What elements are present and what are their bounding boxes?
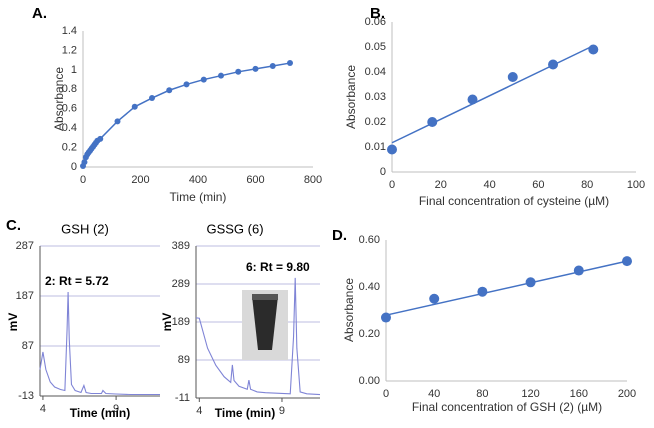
x-tick-label: 100 (627, 179, 645, 191)
x-axis-label: Time (min) (170, 190, 227, 204)
data-point (381, 312, 391, 323)
y-tick-label: 0.04 (365, 66, 386, 78)
y-tick-label: 287 (16, 240, 34, 252)
x-tick-label: 9 (279, 405, 285, 417)
x-tick-label: 4 (40, 403, 46, 415)
data-line (82, 62, 291, 167)
x-tick-label: 80 (476, 388, 488, 400)
y-tick-label: 0.05 (365, 41, 386, 53)
data-point (507, 72, 518, 82)
x-tick-label: 40 (428, 388, 440, 400)
x-axis-label: Time (min) (70, 406, 130, 420)
x-axis-label: Final concentration of cysteine (µM) (419, 194, 609, 208)
y-tick-label: 0.20 (359, 328, 380, 340)
data-point (525, 277, 536, 288)
x-tick-label: 40 (483, 179, 495, 191)
trace (195, 277, 321, 396)
data-point (467, 94, 478, 105)
y-axis-label: Absorbance (52, 67, 66, 131)
x-axis-label: Final concentration of GSH (2) (µM) (412, 400, 602, 414)
annotation: 2: Rt = 5.72 (45, 274, 109, 288)
y-axis-label: Absorbance (344, 65, 358, 129)
y-tick-label: 0.8 (62, 83, 77, 95)
data-point (622, 256, 632, 267)
chart-title: GSH (2) (61, 221, 109, 236)
data-point (218, 72, 224, 79)
data-point (287, 60, 293, 67)
data-point (548, 59, 559, 70)
y-tick-label: 0.40 (359, 281, 380, 293)
y-tick-label: 0.60 (359, 234, 380, 246)
panel-label: D. (332, 227, 347, 244)
data-point (427, 117, 438, 127)
data-point (573, 265, 584, 276)
x-tick-label: 60 (532, 179, 544, 191)
x-tick-label: 160 (570, 388, 588, 400)
y-tick-label: 0.01 (365, 141, 386, 153)
trendline (391, 45, 594, 144)
chart-title: GSSG (6) (206, 221, 263, 236)
y-tick-label: 87 (22, 340, 34, 352)
y-tick-label: 0.02 (365, 116, 386, 128)
panel-label: A. (32, 5, 47, 22)
x-tick-label: 4 (196, 405, 202, 417)
panel-label: B. (370, 5, 385, 22)
y-axis-label: Absorbance (342, 278, 356, 342)
data-point (429, 293, 440, 304)
x-tick-label: 0 (383, 388, 389, 400)
y-tick-label: 1 (71, 64, 77, 76)
y-tick-label: 0 (380, 166, 386, 178)
annotation: 6: Rt = 9.80 (246, 260, 310, 274)
data-point (200, 76, 207, 83)
x-tick-label: 120 (521, 388, 539, 400)
x-axis-label: Time (min) (215, 406, 275, 420)
y-tick-label: -13 (18, 390, 34, 402)
vial-photo (242, 290, 288, 360)
y-tick-label: 0.03 (365, 91, 386, 103)
data-point (97, 135, 104, 142)
data-point (114, 118, 121, 125)
data-point (183, 81, 190, 88)
y-tick-label: 0.06 (365, 16, 386, 28)
x-tick-label: 80 (581, 179, 593, 191)
y-tick-label: 389 (172, 240, 190, 252)
data-point (252, 65, 259, 72)
panel-label: C. (6, 217, 21, 234)
data-point (149, 95, 155, 102)
y-tick-label: 1.2 (62, 44, 77, 56)
y-tick-label: -11 (175, 392, 190, 404)
y-tick-label: 0.6 (62, 103, 77, 115)
trendline (385, 260, 628, 316)
x-tick-label: 0 (80, 174, 86, 186)
data-point (166, 87, 173, 94)
y-tick-label: 189 (172, 316, 190, 328)
x-tick-label: 200 (618, 388, 636, 400)
data-point (131, 103, 138, 110)
data-point (269, 62, 276, 69)
x-tick-label: 400 (189, 174, 207, 186)
data-point (477, 286, 488, 297)
x-tick-label: 20 (435, 179, 447, 191)
y-tick-label: 0.2 (62, 141, 77, 153)
y-tick-label: 0.00 (359, 375, 380, 387)
x-tick-label: 800 (304, 174, 322, 186)
y-tick-label: 289 (172, 278, 190, 290)
y-axis-label: mV (160, 313, 174, 332)
data-point (387, 144, 397, 155)
y-tick-label: 89 (178, 354, 190, 366)
data-point (588, 44, 599, 55)
y-tick-label: 0.4 (62, 122, 77, 134)
y-axis-label: mV (6, 313, 20, 332)
data-point (81, 159, 88, 166)
y-tick-label: 1.4 (62, 25, 77, 37)
trace (39, 291, 160, 396)
data-point (235, 68, 242, 75)
x-tick-label: 200 (131, 174, 149, 186)
x-tick-label: 0 (389, 179, 395, 191)
y-tick-label: 0 (71, 161, 77, 173)
x-tick-label: 9 (113, 403, 119, 415)
x-tick-label: 600 (246, 174, 264, 186)
y-tick-label: 187 (16, 290, 34, 302)
